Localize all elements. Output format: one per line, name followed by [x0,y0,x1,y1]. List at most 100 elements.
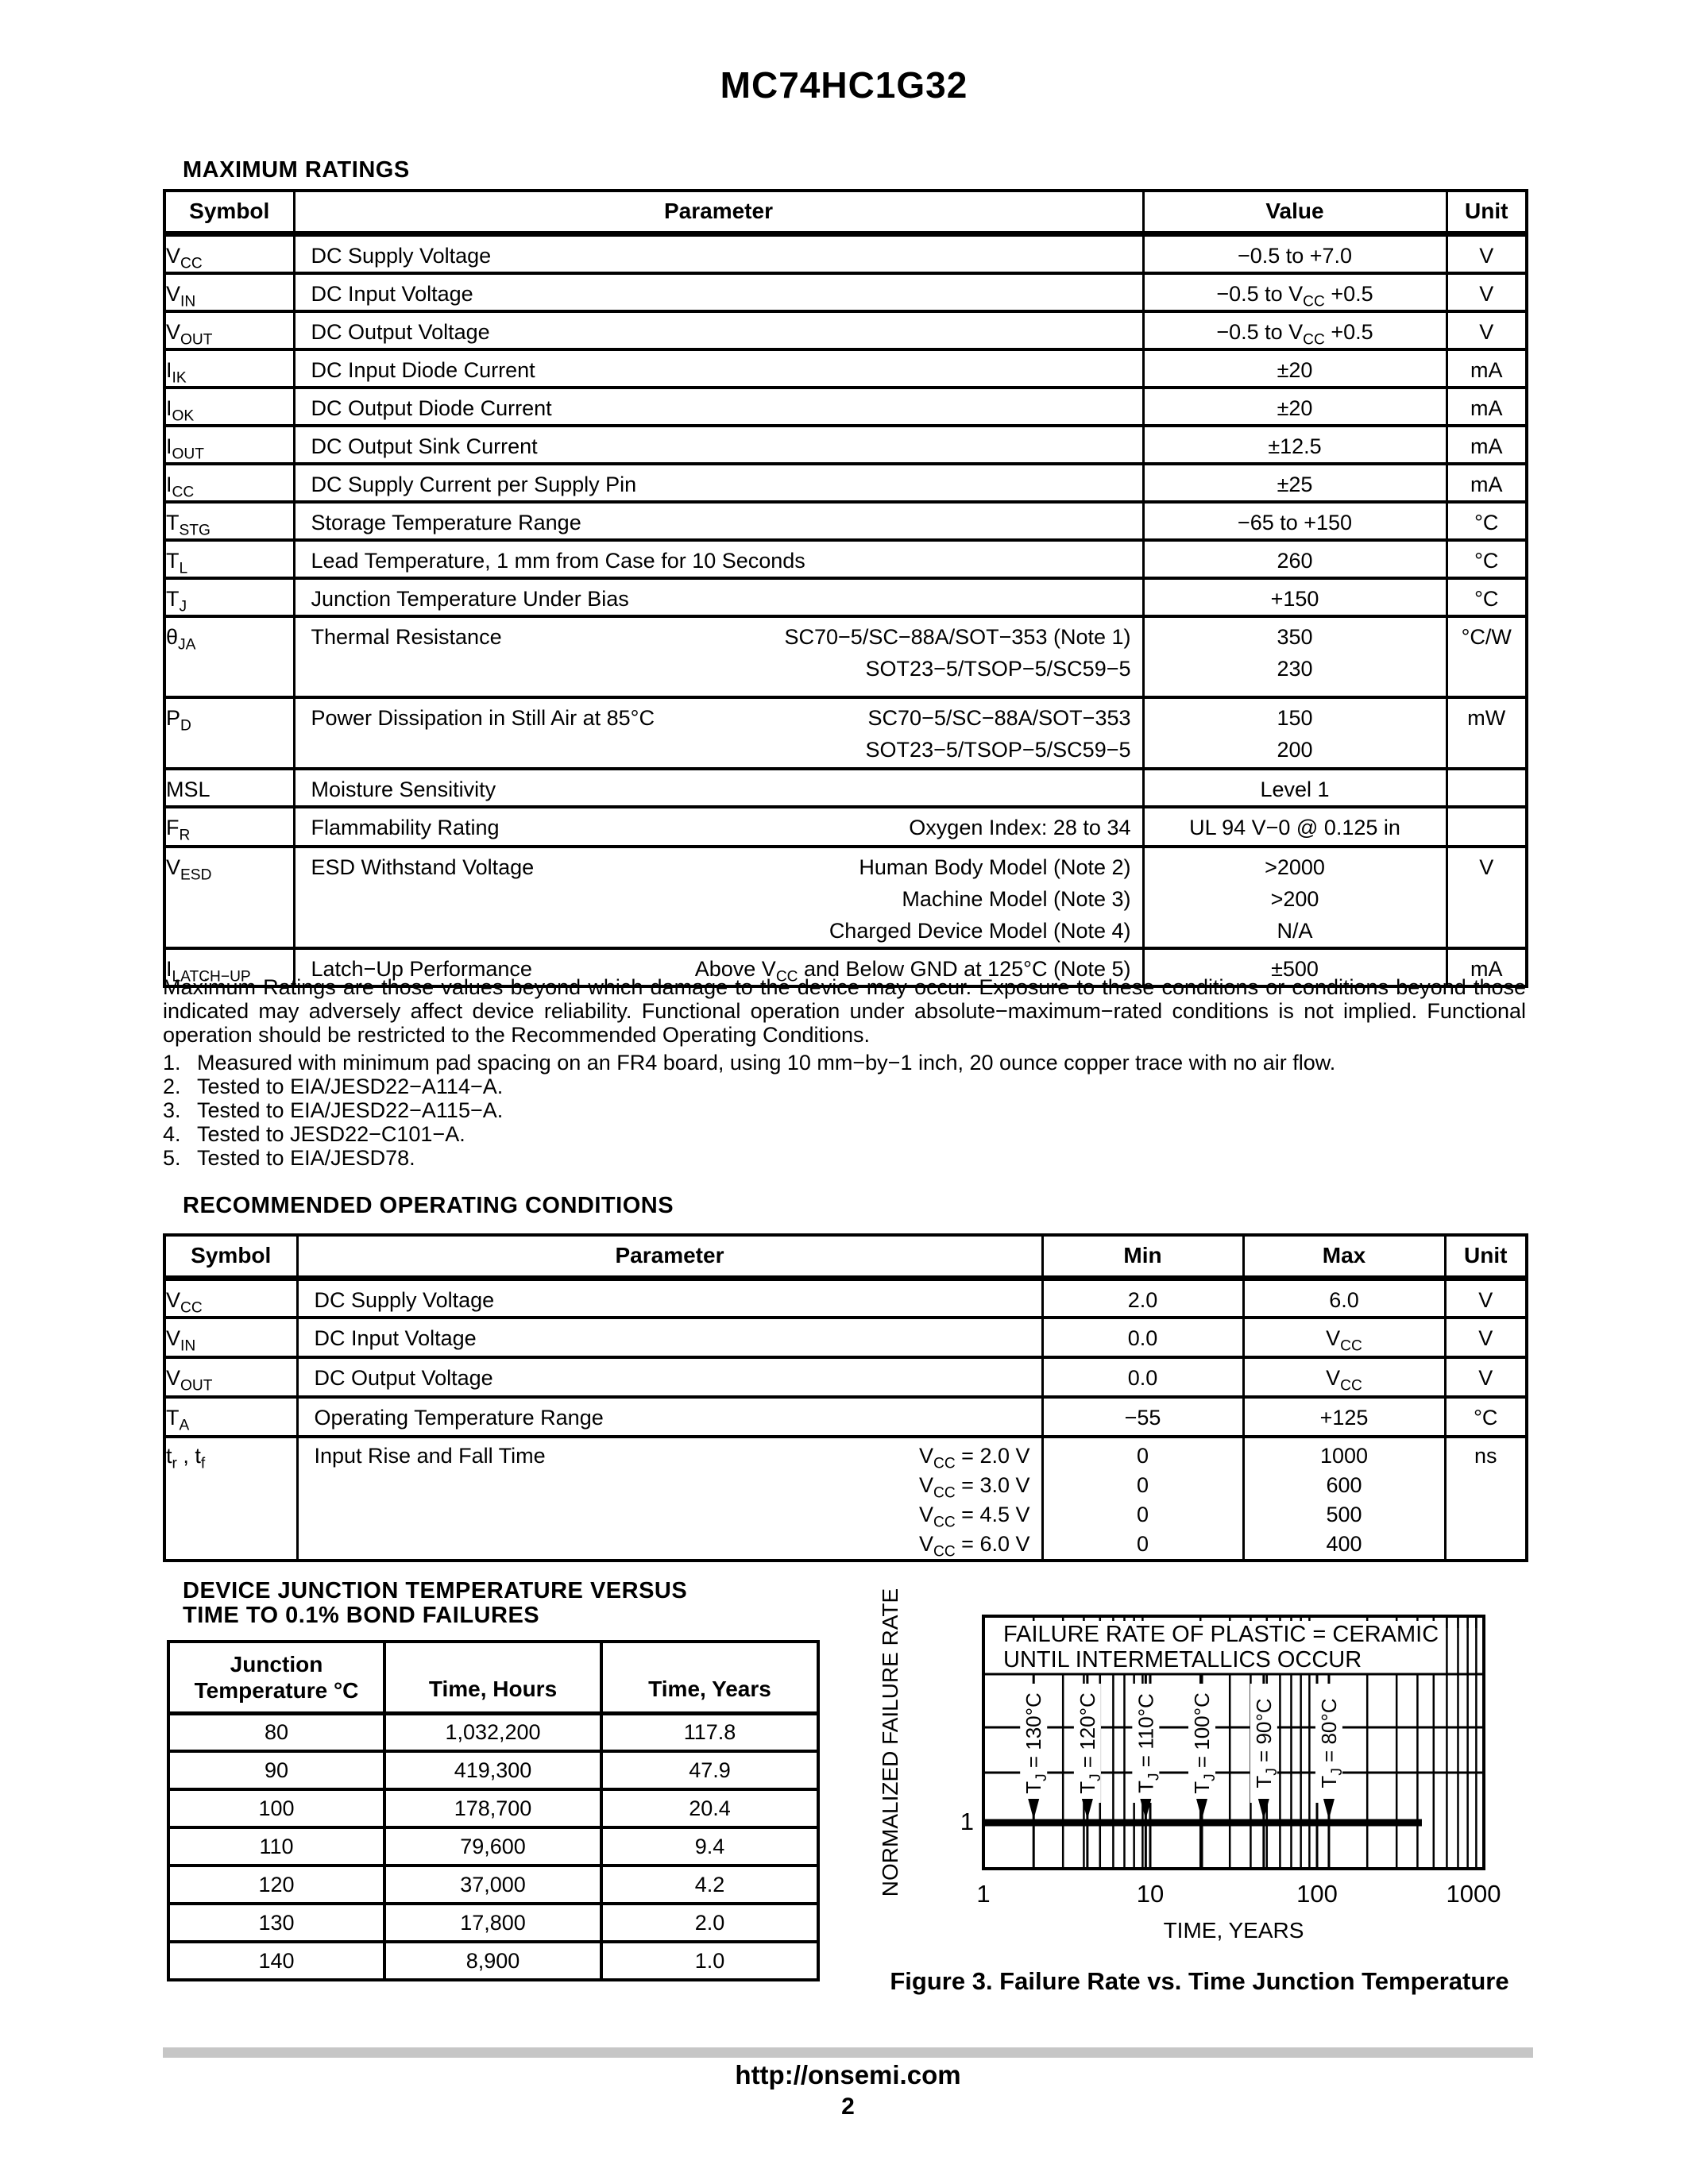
cell-years: 47.9 [600,1751,818,1789]
note-text: Tested to JESD22−C101−A. [197,1122,465,1146]
column-header: Parameter [292,191,1143,233]
note-item: 3. Tested to EIA/JESD22−A115−A. [163,1098,1526,1122]
note-text: Tested to EIA/JESD22−A115−A. [197,1098,504,1122]
note-number: 1. [163,1051,181,1075]
recommended-operating-conditions-table: Symbol Parameter Min Max Unit VCC DC Supply V… [163,1233,1528,1562]
row-parameter: Junction Temperature Under Bias [292,577,1143,616]
footer-url-link[interactable]: http://onsemi.com [735,2060,961,2089]
row-parameter: DC Output Diode Current [292,387,1143,426]
annotation-label: TJ = 110°C [1134,1693,1162,1793]
row-unit: °C [1445,539,1527,578]
row-min: 0.0 [1041,1318,1243,1357]
heading-recommended-conditions: RECOMMENDED OPERATING CONDITIONS [183,1193,674,1218]
cell-hours: 419,300 [383,1751,601,1789]
row-unit [1445,768,1527,807]
row-parameter: DC Output Sink Current [292,425,1143,464]
y-tick-label: 1 [960,1808,974,1835]
table-row: VESD ESD Withstand Voltage Human Body Mode… [163,846,1527,948]
heading-bond-failures-line1: DEVICE JUNCTION TEMPERATURE VERSUS [183,1578,688,1603]
heading-maximum-ratings: MAXIMUM RATINGS [183,157,410,183]
chart-title-line2: UNTIL INTERMETALLICS OCCUR [1003,1647,1362,1673]
row-symbol: FR [163,806,294,847]
x-tick-label: 10 [1137,1880,1164,1908]
row-symbol: VOUT [163,311,294,349]
row-symbol: IOUT [163,425,294,464]
row-value: 150 200 [1141,696,1447,769]
table-row: PD Power Dissipation in Still Air at 85°C… [163,696,1527,769]
annotation-label-mask [1315,1684,1342,1803]
row-unit: V [1443,1318,1527,1357]
row-unit: °C/W [1445,615,1527,697]
row-parameter: DC Output Voltage [295,1357,1042,1397]
row-unit: mA [1445,387,1527,426]
row-unit: °C [1443,1397,1527,1437]
annotation-label-mask [1188,1684,1216,1803]
note-number: 5. [163,1146,181,1170]
cell-temperature: 80 [167,1713,384,1751]
plot-border [982,1615,1485,1870]
row-max: 6.0 [1242,1278,1445,1318]
failure-rate-chart: TJ = 130°C TJ = 120°C TJ = 110°C TJ = 100°C… [878,1588,1509,1995]
cell-hours: 1,032,200 [383,1713,601,1751]
row-value: ±500 [1141,947,1447,986]
row-min: 2.0 [1041,1278,1243,1318]
note-text: Measured with minimum pad spacing on an … [197,1051,1336,1075]
row-min: 0.0 [1041,1357,1243,1397]
column-header: Parameter [295,1235,1042,1278]
note-text: Tested to EIA/JESD78. [197,1146,415,1170]
row-symbol: ILATCH−UP [163,947,294,986]
cell-years: 2.0 [600,1904,818,1942]
row-unit: V [1445,272,1527,311]
row-value: ±20 [1141,387,1447,426]
row-parameter: DC Input Voltage [295,1318,1042,1357]
note-item: 5. Tested to EIA/JESD78. [163,1146,1526,1170]
row-value: −0.5 to VCC +0.5 [1141,311,1447,349]
row-value: ±25 [1141,463,1447,502]
row-unit: °C [1445,577,1527,616]
annotation-label: TJ = 130°C [1022,1692,1050,1794]
row-value: −65 to +150 [1141,501,1447,540]
cell-temperature: 110 [167,1827,384,1866]
column-header: Unit [1445,191,1527,233]
figure-caption: Figure 3. Failure Rate vs. Time Junction… [890,1967,1508,1995]
column-header: Min [1041,1235,1243,1278]
row-value: −0.5 to +7.0 [1141,233,1447,273]
table-row: ICC DC Supply Current per Supply Pin ±25 mA [163,463,1527,502]
cell-temperature: 130 [167,1904,384,1942]
row-symbol: VESD [163,846,294,948]
row-unit: V [1443,1357,1527,1397]
table-row: VOUT DC Output Voltage 0.0 VCC V [163,1357,1527,1397]
bond-failures-table: Junction Temperature °C Time, Hours Time, Y… [167,1640,820,1981]
row-max: 1000 600 500 400 [1242,1437,1445,1561]
annotation-label-mask [1020,1684,1048,1803]
row-value: Level 1 [1141,768,1447,807]
table-row: θJA Thermal Resistance SC70−5/SC−88A/SOT−3… [163,615,1527,697]
row-parameter: DC Supply Current per Supply Pin [292,463,1143,502]
cell-years: 9.4 [600,1827,818,1866]
row-symbol: TJ [163,577,294,616]
row-parameter: DC Input Voltage [292,272,1143,311]
annotation-label: TJ = 80°C [1317,1698,1346,1788]
note-number: 2. [163,1075,181,1098]
note-item: 2. Tested to EIA/JESD22−A114−A. [163,1075,1526,1098]
annotation-arrow-icon [1081,1799,1093,1819]
column-header: Time, Years [600,1642,818,1713]
annotation-arrow-icon [1323,1799,1335,1819]
table-row: TL Lead Temperature, 1 mm from Case for 1… [163,539,1527,578]
row-symbol: IIK [163,349,294,388]
column-header: Unit [1443,1235,1527,1278]
annotation-arrow-icon [1140,1799,1152,1819]
table-row: FR Flammability Rating Oxygen Index: 28 to… [163,806,1527,847]
x-tick-label: 100 [1296,1880,1338,1908]
cell-hours: 8,900 [383,1942,601,1980]
row-unit: mA [1445,349,1527,388]
row-parameter: Latch−Up Performance Above VCC and Below … [292,947,1143,986]
table-header: Symbol Parameter Min Max Unit [163,1235,1527,1278]
row-symbol: TA [163,1397,297,1437]
table-row: VCC DC Supply Voltage −0.5 to +7.0 V [163,233,1527,273]
table-row: 100 178,700 20.4 [167,1789,818,1827]
table-row: IIK DC Input Diode Current ±20 mA [163,349,1527,388]
row-unit: ns [1443,1437,1527,1561]
column-header: Symbol [163,191,294,233]
row-max: VCC [1242,1357,1445,1397]
